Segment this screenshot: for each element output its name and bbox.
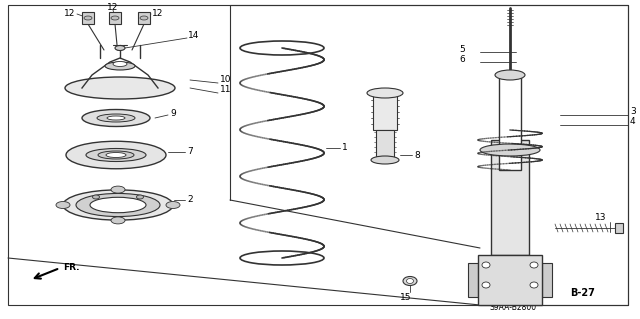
Text: 8: 8	[414, 151, 420, 160]
Bar	[138, 12, 150, 24]
Text: 11: 11	[220, 85, 232, 94]
Ellipse shape	[98, 151, 134, 159]
Text: 5: 5	[460, 46, 465, 55]
Bar	[615, 223, 623, 233]
Text: 12: 12	[63, 9, 75, 18]
Ellipse shape	[84, 16, 92, 20]
Text: FR.: FR.	[63, 263, 79, 272]
Text: 7: 7	[187, 147, 193, 157]
Text: S9AA-B2800: S9AA-B2800	[490, 303, 537, 313]
Ellipse shape	[106, 152, 126, 158]
Bar	[373, 95, 397, 130]
Ellipse shape	[530, 262, 538, 268]
Text: 13: 13	[595, 213, 607, 222]
Ellipse shape	[63, 190, 173, 220]
Bar	[109, 12, 121, 24]
Ellipse shape	[115, 46, 125, 50]
Ellipse shape	[371, 156, 399, 164]
Ellipse shape	[82, 109, 150, 127]
Ellipse shape	[113, 62, 127, 66]
Ellipse shape	[111, 16, 119, 20]
Ellipse shape	[111, 217, 125, 224]
Ellipse shape	[97, 114, 135, 122]
Ellipse shape	[66, 141, 166, 169]
Text: 4: 4	[630, 117, 636, 127]
Text: 12: 12	[152, 9, 163, 18]
Bar	[82, 12, 94, 24]
Text: 1: 1	[342, 144, 348, 152]
Ellipse shape	[90, 197, 146, 213]
Ellipse shape	[107, 116, 125, 120]
Bar	[499, 75, 521, 170]
Bar	[376, 130, 394, 160]
Ellipse shape	[140, 16, 148, 20]
Ellipse shape	[56, 202, 70, 209]
Ellipse shape	[93, 195, 99, 199]
Bar	[468, 263, 478, 297]
Text: 12: 12	[108, 3, 118, 11]
Ellipse shape	[530, 282, 538, 288]
Ellipse shape	[105, 62, 135, 70]
Ellipse shape	[166, 202, 180, 209]
Ellipse shape	[367, 88, 403, 98]
Ellipse shape	[136, 195, 143, 199]
Ellipse shape	[403, 277, 417, 286]
Bar	[478, 255, 542, 305]
Ellipse shape	[495, 70, 525, 80]
Ellipse shape	[482, 282, 490, 288]
Text: 14: 14	[188, 31, 200, 40]
Ellipse shape	[406, 278, 413, 284]
Ellipse shape	[86, 149, 146, 161]
Ellipse shape	[480, 144, 540, 156]
Ellipse shape	[111, 186, 125, 193]
Text: 15: 15	[400, 293, 412, 301]
Ellipse shape	[65, 77, 175, 99]
Ellipse shape	[482, 262, 490, 268]
Text: 6: 6	[460, 56, 465, 64]
Bar	[542, 263, 552, 297]
Text: 3: 3	[630, 108, 636, 116]
Text: 10: 10	[220, 76, 232, 85]
Text: B-27: B-27	[570, 288, 595, 298]
Bar	[491, 140, 529, 255]
Text: 9: 9	[170, 108, 176, 117]
Ellipse shape	[76, 193, 160, 217]
Text: 2: 2	[187, 196, 193, 204]
